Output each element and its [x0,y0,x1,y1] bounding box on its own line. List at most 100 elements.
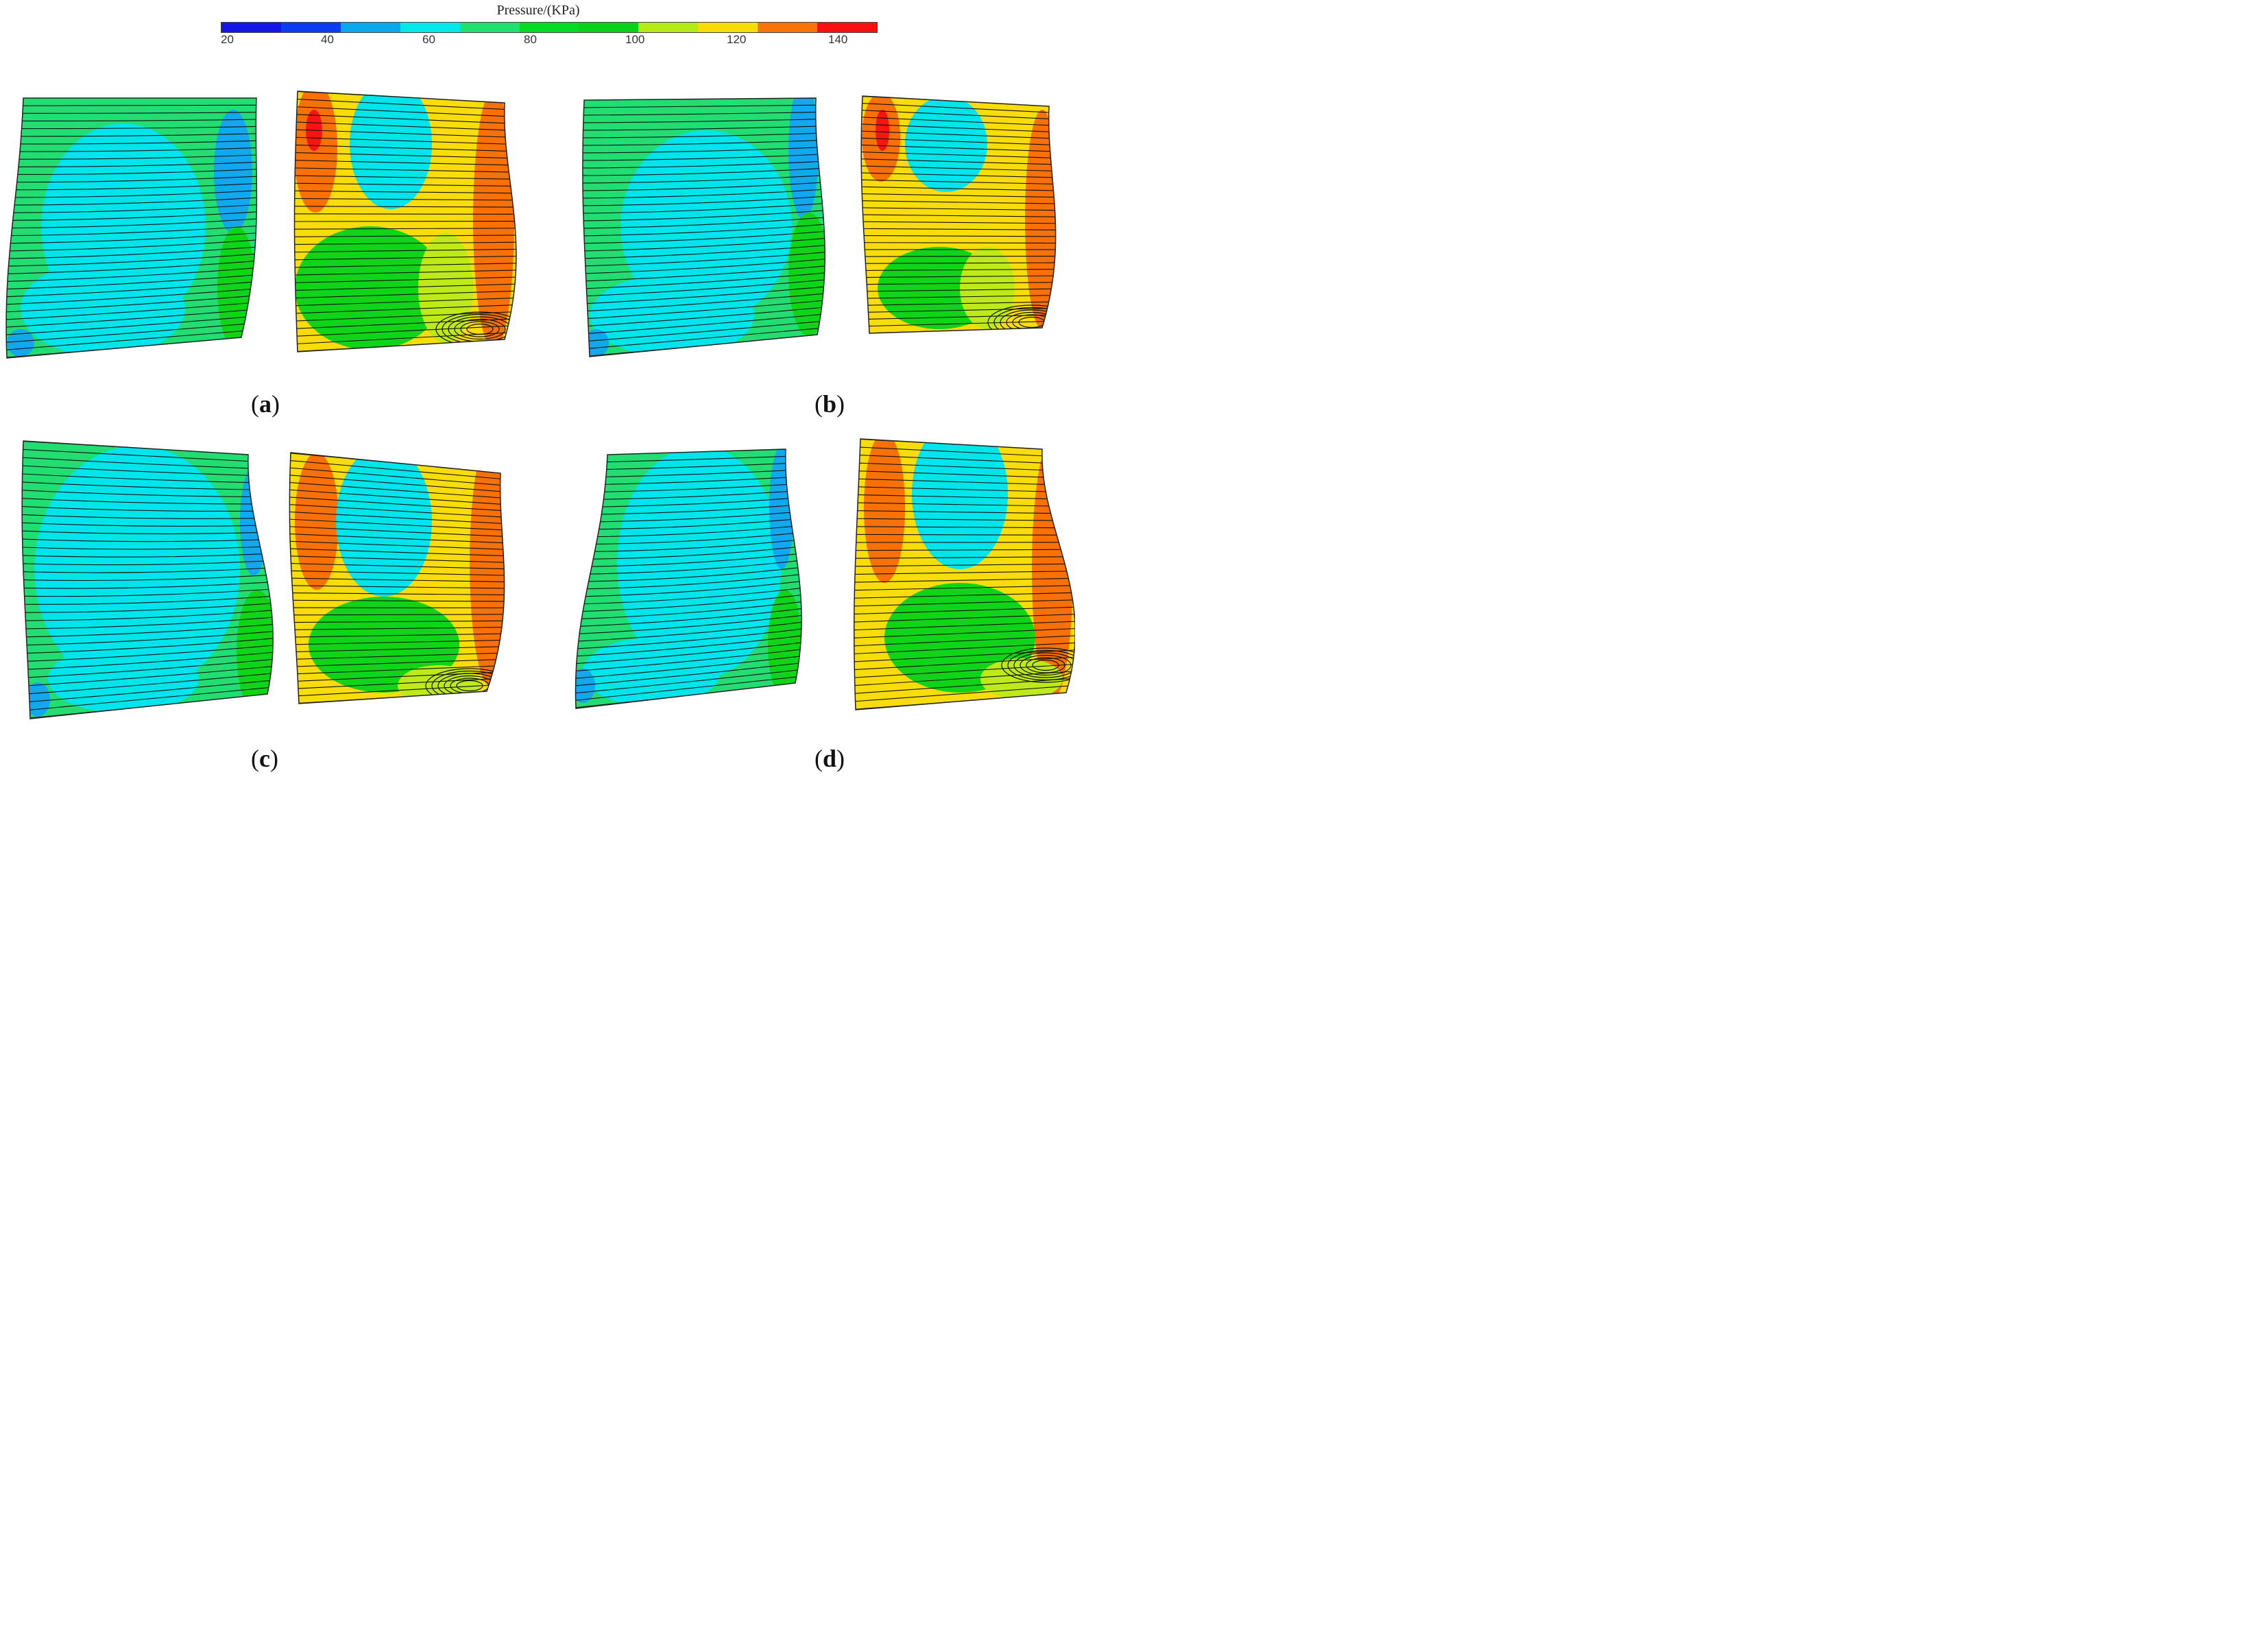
streamline [862,320,1052,327]
streamline [22,465,262,477]
streamline [22,595,274,605]
streamline [861,144,1056,153]
streamline [22,473,263,483]
streamline [8,210,257,221]
pressure-region [905,96,987,192]
streamline [294,106,516,117]
streamline [294,262,516,268]
streamline [23,686,274,711]
vortex-streamline [1001,647,1075,683]
streamline [861,193,1056,198]
streamline [13,147,257,152]
streamline [586,551,802,567]
streamline [12,160,257,167]
streamline [294,276,516,283]
streamline [6,259,257,274]
colorbar-segment [638,23,699,32]
streamline [294,113,516,124]
streamline [289,497,505,512]
streamline [854,494,1069,500]
streamline [294,283,516,291]
streamline [12,154,257,160]
streamline [582,111,825,116]
streamline [582,327,825,350]
streamline [854,518,1075,521]
streamline [294,136,516,145]
pressure-region [473,91,514,350]
vortex-streamline [454,318,506,340]
vortex-streamline [1026,657,1065,673]
streamline [22,505,271,512]
pressure-region [575,669,595,703]
pressure-region [584,329,609,357]
panel-label-b: (b) [815,390,845,418]
streamline [582,146,825,154]
streamline [582,278,825,297]
streamline [22,609,274,621]
streamline [582,160,825,169]
blade-a-suction [5,97,258,359]
streamline [294,98,514,110]
streamline [22,489,267,498]
streamline [854,642,1075,655]
streamline [289,562,505,570]
blade-outline [853,438,1075,710]
streamline [289,518,505,531]
streamline [14,125,257,130]
streamline [294,297,516,307]
streamline [575,669,802,694]
pressure-region [1025,110,1056,329]
streamline [294,290,516,299]
blade-contour-plots [5,91,1075,719]
streamline [579,607,802,627]
colorbar-tick-label: 100 [625,33,645,46]
colorbar-tick-label: 140 [828,33,848,46]
pressure-region [21,261,185,357]
streamline [854,563,1075,567]
streamline [289,503,505,519]
streamline [290,639,505,645]
streamline [289,533,505,545]
streamline [581,593,802,612]
colorbar-segment [519,23,579,32]
streamline [6,274,257,290]
vortex-streamline [1020,654,1072,676]
streamline [22,522,274,527]
vortex-streamline [1013,652,1075,678]
streamline [861,221,1056,224]
streamline [582,125,825,131]
streamline [16,104,257,106]
streamline [854,454,1055,464]
streamline [582,215,825,229]
vortex-streamline [456,680,483,692]
streamline [22,566,274,573]
blade-d-suction [575,448,802,709]
streamline [289,620,505,623]
streamline [294,241,516,246]
streamline [854,613,1075,623]
streamline [289,599,505,602]
streamline [854,649,1075,662]
colorbar-tick-label: 60 [422,33,435,46]
streamline [854,621,1075,631]
streamline [22,538,274,542]
streamline [22,665,274,686]
streamline [582,285,825,304]
streamline [592,510,802,523]
streamline [10,189,257,198]
streamline [588,545,802,560]
streamline [854,656,1075,671]
streamline [294,304,516,314]
streamline [22,637,274,654]
streamline [596,476,799,486]
streamline [294,325,516,337]
streamline [294,121,516,132]
streamline [594,497,802,507]
colorbar-segment [221,23,281,32]
streamline [582,313,825,335]
colorbar-segment [579,23,639,32]
streamline [582,195,825,206]
streamline [861,228,1056,231]
figure: Pressure/(KPa) 20 40 60 80 100 120 140 (a) (b)… [0,0,1075,777]
panel-label-a: (a) [251,390,280,418]
